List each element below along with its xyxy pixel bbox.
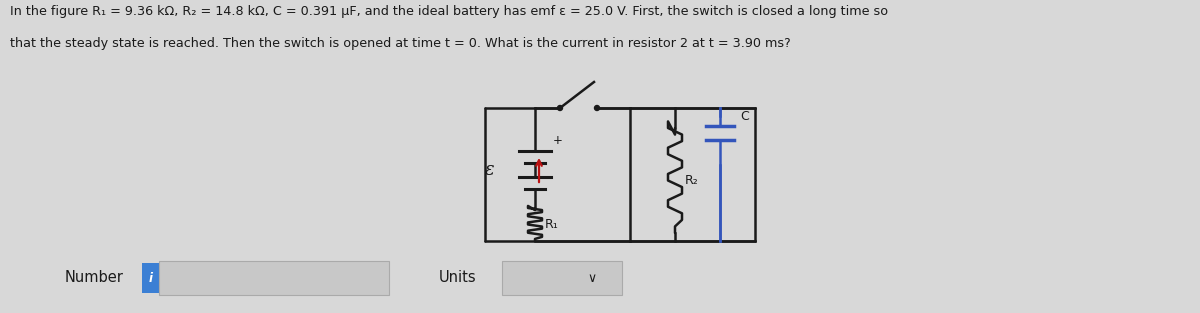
Text: R₂: R₂ [685, 174, 698, 187]
Text: Number: Number [65, 270, 124, 285]
Text: ∨: ∨ [588, 271, 596, 285]
Circle shape [594, 105, 600, 110]
FancyBboxPatch shape [142, 263, 158, 293]
FancyBboxPatch shape [158, 261, 389, 295]
Text: In the figure R₁ = 9.36 kΩ, R₂ = 14.8 kΩ, C = 0.391 μF, and the ideal battery ha: In the figure R₁ = 9.36 kΩ, R₂ = 14.8 kΩ… [10, 5, 888, 18]
Text: Units: Units [439, 270, 476, 285]
Text: that the steady state is reached. Then the switch is opened at time t = 0. What : that the steady state is reached. Then t… [10, 37, 791, 50]
Text: C: C [740, 110, 749, 123]
Text: ε: ε [485, 161, 494, 179]
Text: R₁: R₁ [545, 218, 559, 231]
FancyBboxPatch shape [502, 261, 622, 295]
Circle shape [558, 105, 563, 110]
Text: +: + [553, 134, 563, 147]
Text: i: i [149, 271, 152, 285]
